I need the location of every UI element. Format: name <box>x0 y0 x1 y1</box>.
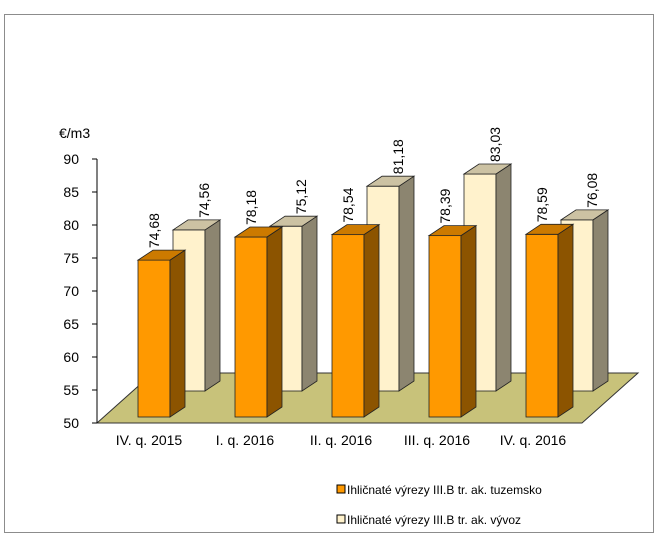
bar-side <box>204 219 221 392</box>
bar-side <box>363 223 380 418</box>
data-label-tuzemsko: 78,59 <box>534 187 550 222</box>
data-label-tuzemsko: 78,54 <box>340 187 356 222</box>
bar-front <box>234 236 268 418</box>
bar-top <box>365 175 416 187</box>
y-tick-label: 50 <box>63 415 79 431</box>
x-tick-label: I. q. 2016 <box>216 432 275 448</box>
legend-swatch <box>336 514 346 524</box>
bar-top <box>136 249 187 261</box>
bars: 74,56 74,68 75,12 78,18 81,18 78,54 83,03 78,39… <box>136 127 610 418</box>
legend-swatch <box>336 484 346 494</box>
bar-tuzemsko <box>136 249 187 418</box>
bar-top <box>427 225 478 237</box>
x-tick-label: II. q. 2016 <box>310 432 372 448</box>
data-label-vyvoz: 74,56 <box>196 183 212 218</box>
y-tick-label: 80 <box>63 217 79 233</box>
data-label-tuzemsko: 74,68 <box>146 213 162 248</box>
bar-top <box>171 219 222 231</box>
y-axis: 50 55 60 65 70 75 80 85 90 <box>63 151 98 431</box>
bar-tuzemsko <box>233 226 284 418</box>
bar-tuzemsko <box>524 223 575 418</box>
bar-top <box>559 209 610 221</box>
y-tick-label: 85 <box>63 184 79 200</box>
bar-front <box>428 235 462 418</box>
data-label-vyvoz: 76,08 <box>584 173 600 208</box>
data-label-vyvoz: 75,12 <box>293 179 309 214</box>
legend-label: Ihličnaté výrezy III.B tr. ak. tuzemsko <box>347 483 542 497</box>
legend-item: Ihličnaté výrezy III.B tr. ak. vývoz <box>336 513 521 527</box>
bar-side <box>301 215 318 392</box>
bar-side <box>557 223 574 418</box>
x-axis-labels: IV. q. 2015 I. q. 2016 II. q. 2016 III. q. … <box>116 432 567 448</box>
y-tick-label: 90 <box>63 151 79 167</box>
y-tick-label: 55 <box>63 382 79 398</box>
bar-front <box>525 233 559 418</box>
legend: Ihličnaté výrezy III.B tr. ak. tuzemsko I… <box>336 483 542 527</box>
legend-item: Ihličnaté výrezy III.B tr. ak. tuzemsko <box>336 483 542 497</box>
bar-top <box>330 224 381 236</box>
bar-side <box>495 163 512 392</box>
bar-top <box>233 226 284 238</box>
chart-frame: €/m3 50 55 60 65 70 75 80 85 90 74,56 74,68 75,12 7… <box>4 14 654 533</box>
y-tick-label: 75 <box>63 250 79 266</box>
x-tick-label: IV. q. 2016 <box>500 432 567 448</box>
bar-side <box>592 209 609 392</box>
bar-tuzemsko <box>330 223 381 418</box>
bar-top <box>268 215 319 227</box>
bar-top <box>462 163 513 175</box>
data-label-vyvoz: 81,18 <box>390 139 406 174</box>
data-label-vyvoz: 83,03 <box>487 127 503 162</box>
bar-front <box>137 259 171 418</box>
bar-tuzemsko <box>427 224 478 418</box>
bar-top <box>524 223 575 235</box>
bar-side <box>169 249 186 418</box>
bar-side <box>460 224 477 418</box>
y-tick-label: 65 <box>63 316 79 332</box>
bar-vyvoz <box>559 209 610 392</box>
bar-side <box>398 175 415 392</box>
y-tick-label: 60 <box>63 349 79 365</box>
bar-side <box>266 226 283 418</box>
bar-front <box>331 234 365 418</box>
x-tick-label: III. q. 2016 <box>404 432 470 448</box>
x-tick-label: IV. q. 2015 <box>116 432 183 448</box>
y-tick-label: 70 <box>63 283 79 299</box>
data-label-tuzemsko: 78,39 <box>437 188 453 223</box>
legend-label: Ihličnaté výrezy III.B tr. ak. vývoz <box>347 513 521 527</box>
data-label-tuzemsko: 78,18 <box>243 190 259 225</box>
y-axis-unit-label: €/m3 <box>59 125 90 141</box>
